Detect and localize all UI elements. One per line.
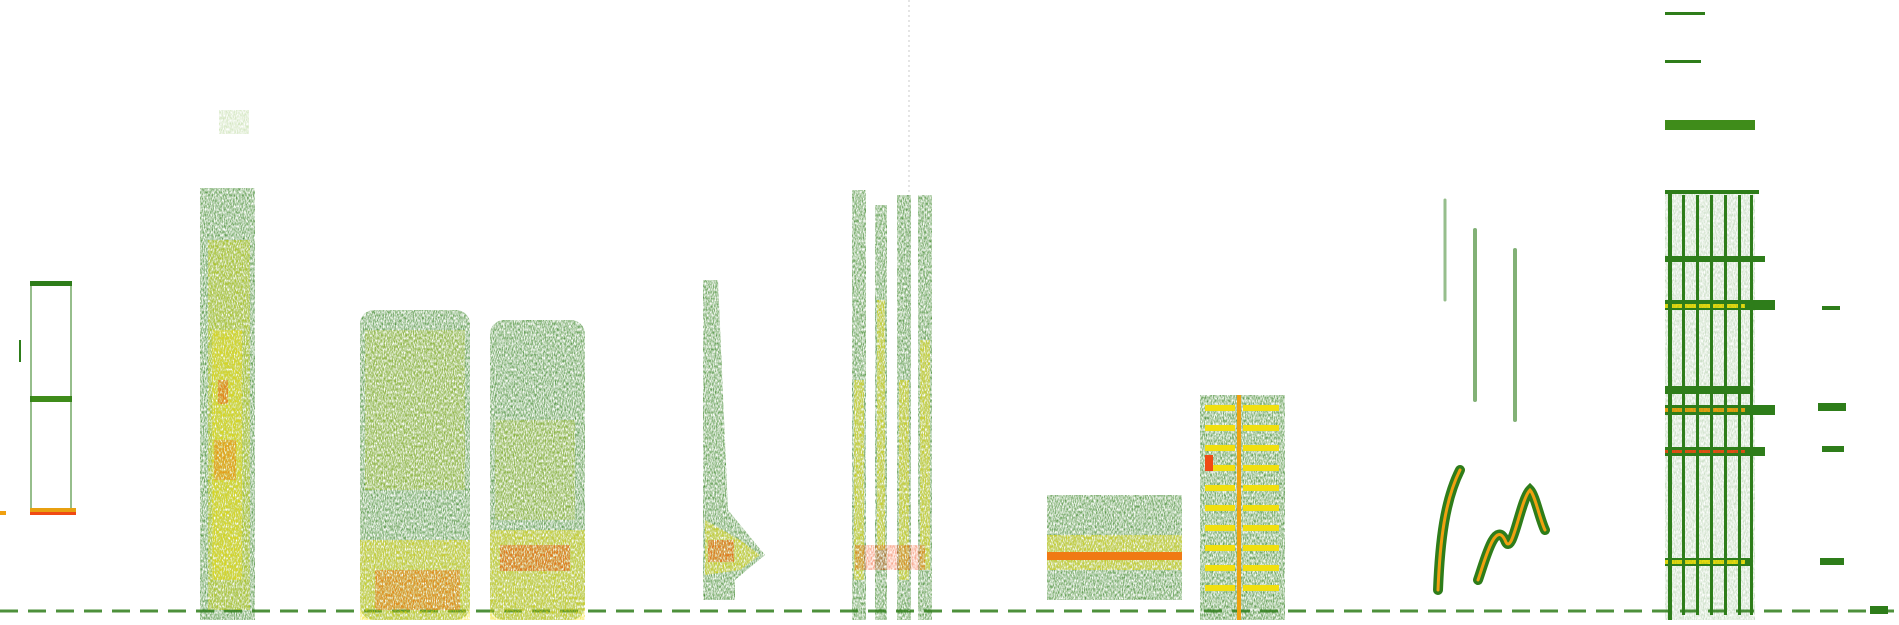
call-tapering	[703, 280, 765, 600]
call-broadband-column	[200, 110, 255, 620]
call-banded-ladder	[1047, 395, 1285, 620]
call-fm-traces	[1433, 198, 1550, 595]
call-vertical-stripes	[852, 190, 932, 620]
call-noise-block-2	[490, 320, 585, 620]
call-harmonic-stack	[1665, 12, 1888, 620]
call-tonal-left	[0, 281, 76, 515]
call-noise-block-1	[360, 310, 470, 620]
